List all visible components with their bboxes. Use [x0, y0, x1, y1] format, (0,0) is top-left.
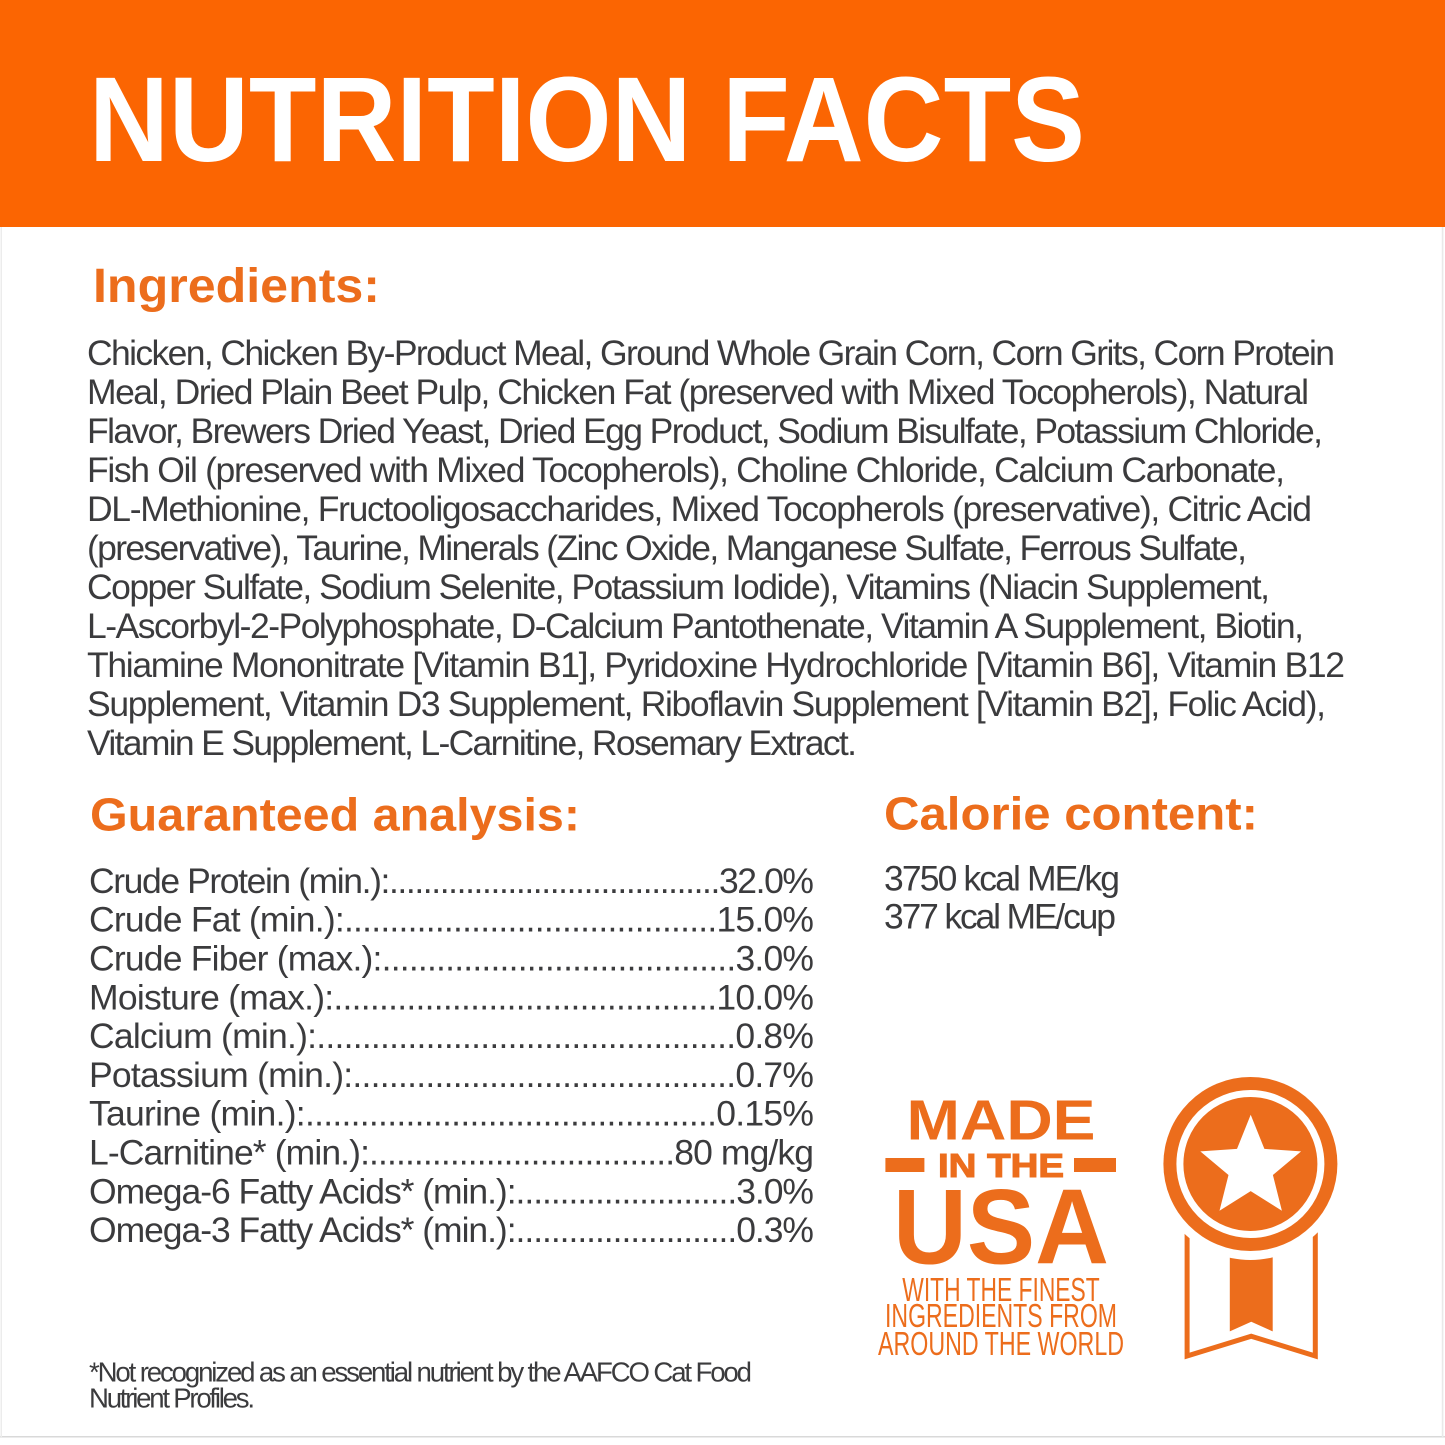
svg-text:(preservative), Taurine, Miner: (preservative), Taurine, Minerals (Zinc …	[87, 528, 1247, 568]
svg-text:*Not recognized as an essentia: *Not recognized as an essential nutrient…	[89, 1357, 752, 1388]
svg-text:Supplement, Vitamin D3 Supplem: Supplement, Vitamin D3 Supplement, Ribof…	[87, 684, 1326, 724]
svg-text:IN THE: IN THE	[938, 1147, 1064, 1184]
svg-text:3750 kcal ME/kg: 3750 kcal ME/kg	[884, 858, 1120, 898]
svg-text:Thiamine Mononitrate [Vitamin: Thiamine Mononitrate [Vitamin B1], Pyrid…	[87, 645, 1345, 685]
svg-text:Moisture (max.):..............: Moisture (max.):........................…	[89, 977, 814, 1017]
svg-text:WITH THE FINEST: WITH THE FINEST	[902, 1272, 1099, 1309]
svg-text:Guaranteed analysis:: Guaranteed analysis:	[90, 789, 580, 841]
svg-text:Crude Fiber (max.):...........: Crude Fiber (max.):.....................…	[89, 939, 814, 979]
svg-text:L-Carnitine* (min.):..........: L-Carnitine* (min.):....................…	[89, 1133, 814, 1173]
svg-text:Ingredients:: Ingredients:	[93, 260, 380, 313]
svg-text:377 kcal ME/cup: 377 kcal ME/cup	[884, 897, 1116, 937]
svg-text:Omega-6 Fatty Acids* (min.):..: Omega-6 Fatty Acids* (min.):............…	[89, 1171, 814, 1211]
svg-text:Omega-3 Fatty Acids* (min.):..: Omega-3 Fatty Acids* (min.):............…	[89, 1210, 814, 1250]
svg-text:NUTRITION FACTS: NUTRITION FACTS	[89, 52, 1085, 187]
svg-text:Fish Oil (preserved with Mixed: Fish Oil (preserved with Mixed Tocophero…	[87, 450, 1285, 490]
svg-text:DL-Methionine, Fructooligosacc: DL-Methionine, Fructooligosaccharides, M…	[87, 489, 1312, 529]
svg-text:Crude Protein (min.):.........: Crude Protein (min.):...................…	[89, 861, 814, 901]
svg-text:Chicken, Chicken By-Product Me: Chicken, Chicken By-Product Meal, Ground…	[87, 333, 1335, 373]
svg-text:Flavor, Brewers Dried Yeast, D: Flavor, Brewers Dried Yeast, Dried Egg P…	[87, 411, 1323, 451]
svg-text:INGREDIENTS FROM: INGREDIENTS FROM	[885, 1298, 1117, 1335]
svg-text:Taurine (min.):...............: Taurine (min.):.........................…	[89, 1094, 814, 1134]
svg-text:Calorie content:: Calorie content:	[884, 788, 1258, 840]
svg-text:MADE: MADE	[907, 1088, 1096, 1152]
svg-text:Meal, Dried Plain Beet Pulp, C: Meal, Dried Plain Beet Pulp, Chicken Fat…	[87, 372, 1309, 412]
svg-text:Nutrient Profiles.: Nutrient Profiles.	[89, 1382, 255, 1413]
svg-text:AROUND THE WORLD: AROUND THE WORLD	[878, 1326, 1124, 1363]
svg-text:Calcium (min.):...............: Calcium (min.):.........................…	[89, 1016, 814, 1056]
svg-text:Vitamin E Supplement, L-Carnit: Vitamin E Supplement, L-Carnitine, Rosem…	[87, 723, 857, 763]
svg-text:Crude Fat (min.):.............: Crude Fat (min.):.......................…	[89, 900, 814, 940]
svg-text:L-Ascorbyl-2-Polyphosphate, D-: L-Ascorbyl-2-Polyphosphate, D-Calcium Pa…	[87, 606, 1304, 646]
svg-text:Copper Sulfate, Sodium Selenit: Copper Sulfate, Sodium Selenite, Potassi…	[87, 567, 1270, 607]
svg-text:USA: USA	[893, 1168, 1109, 1287]
svg-text:Potassium (min.):.............: Potassium (min.):.......................…	[89, 1055, 814, 1095]
